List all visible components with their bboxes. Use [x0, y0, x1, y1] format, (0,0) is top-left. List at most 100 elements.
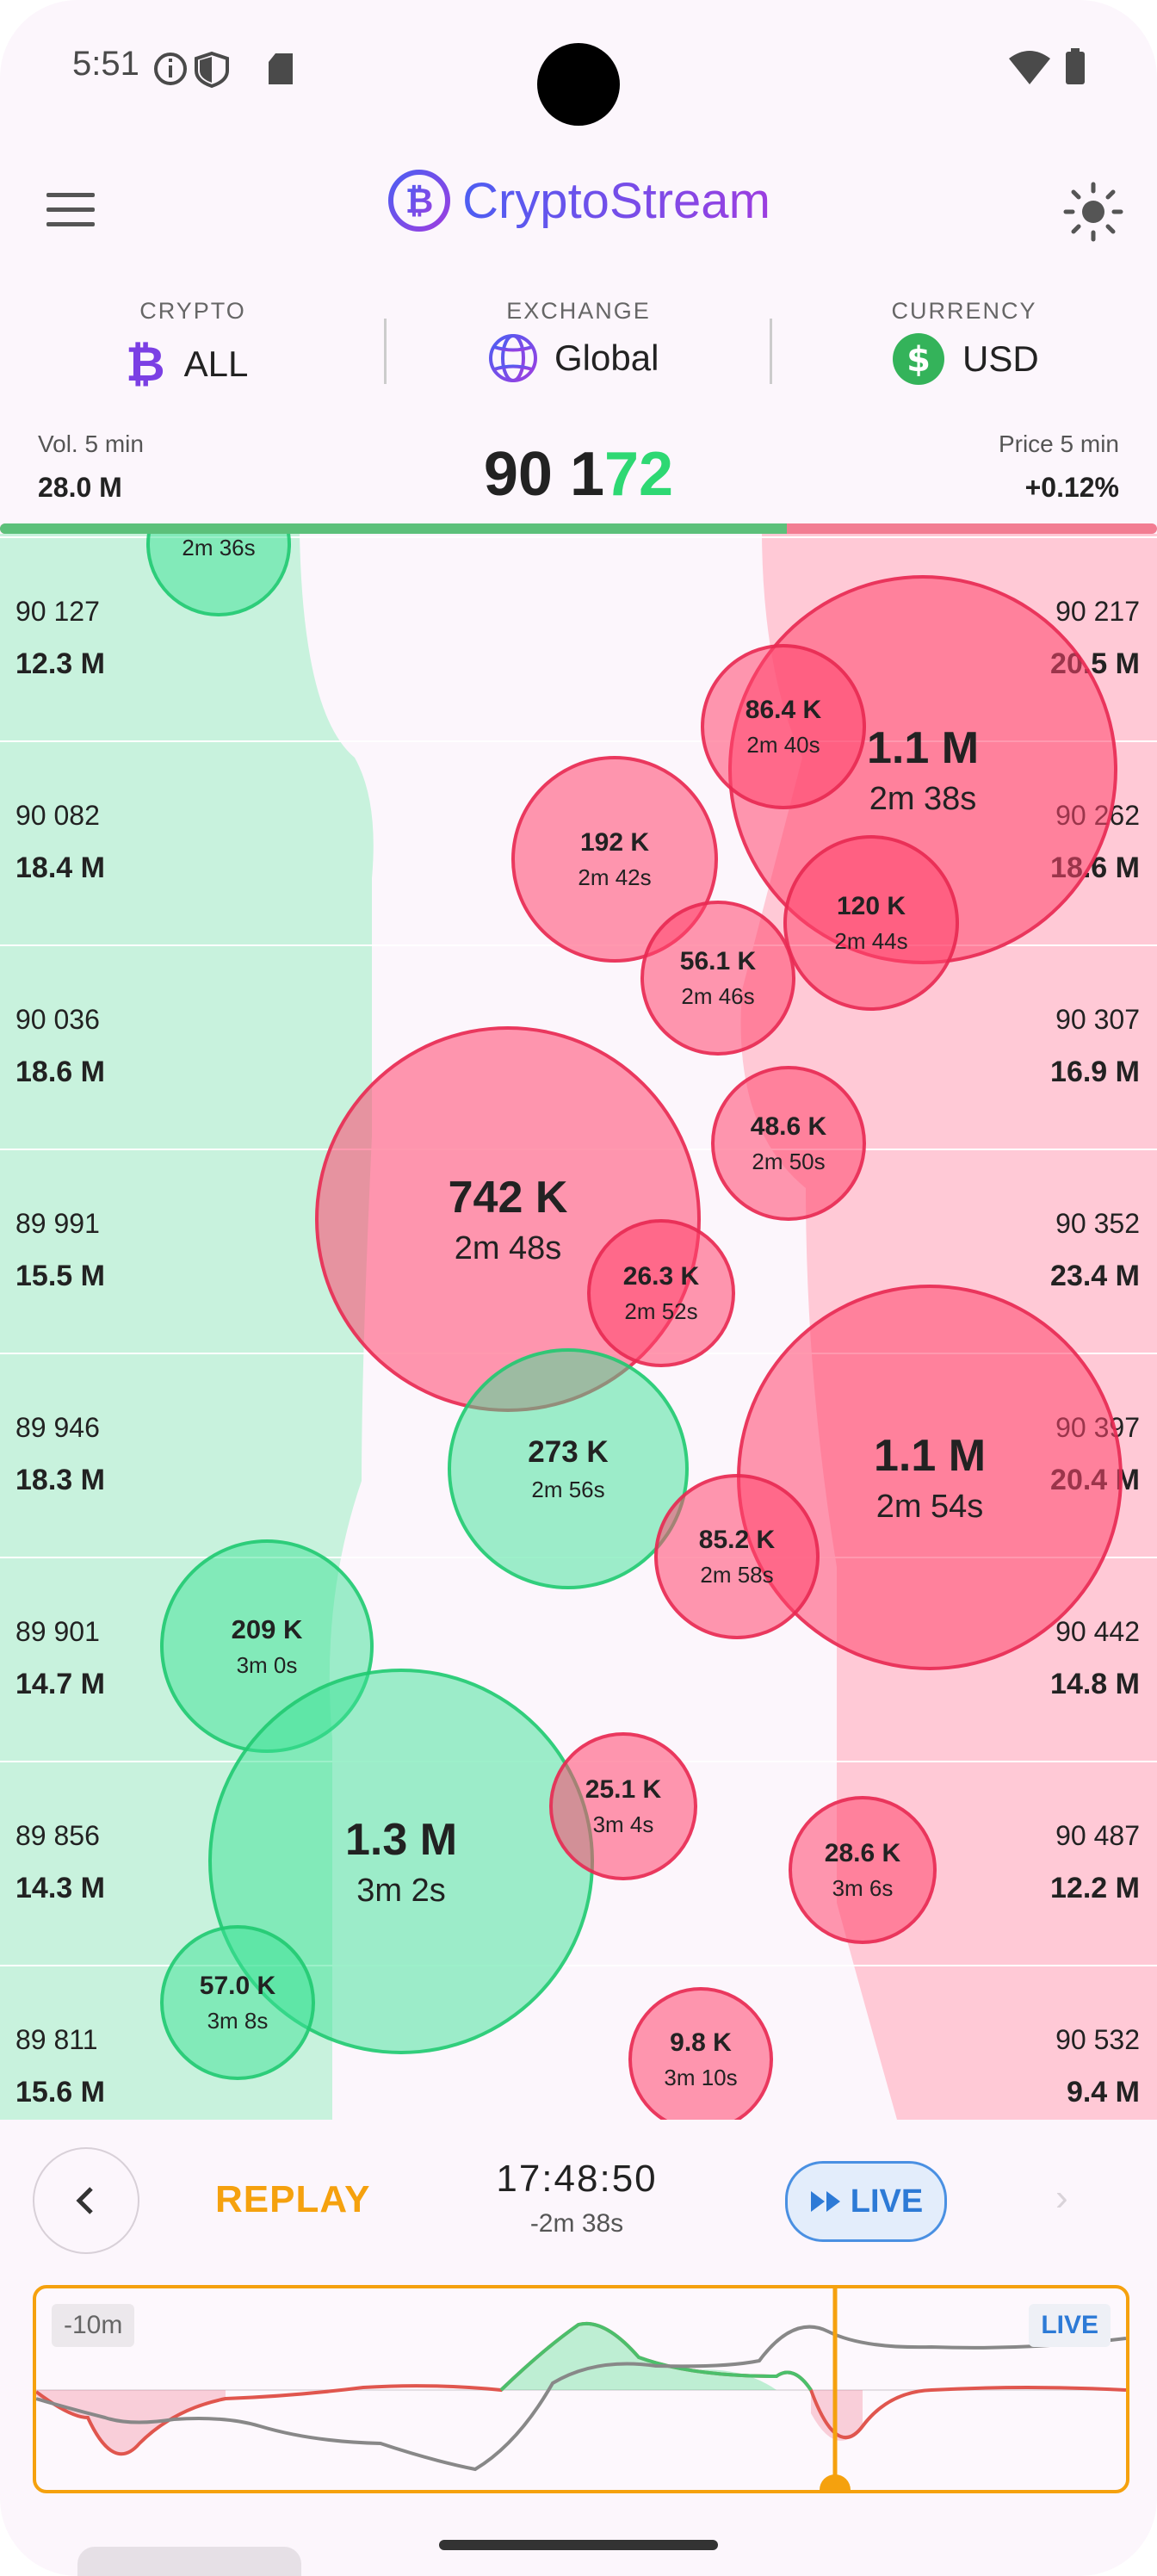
fast-forward-icon	[810, 2191, 840, 2212]
theme-sun-icon[interactable]	[1062, 181, 1124, 243]
currency-selector[interactable]: $ USD	[892, 332, 1039, 386]
ask-price: 90 307	[1055, 1004, 1140, 1035]
buy-trade-bubble[interactable]: 57.0 K 3m 8s	[160, 1925, 315, 2080]
sell-trade-bubble[interactable]: 28.6 K 3m 6s	[789, 1796, 937, 1944]
chevron-right-icon[interactable]: ›	[1055, 2177, 1068, 2219]
trade-size: 48.6 K	[750, 1112, 827, 1141]
trade-size: 742 K	[448, 1172, 568, 1223]
trade-size: 57.0 K	[199, 1971, 276, 2000]
trade-size: 85.2 K	[698, 1525, 776, 1554]
timeline-range-label: -10m	[52, 2304, 135, 2347]
dollar-icon: $	[893, 333, 944, 385]
trade-age: 2m 40s	[746, 731, 820, 758]
trade-age: 2m 36s	[182, 534, 256, 560]
bid-volume: 18.3 M	[15, 1464, 105, 1496]
ask-price: 90 487	[1055, 1820, 1140, 1851]
timeline-live-label: LIVE	[1029, 2304, 1111, 2347]
trade-age: 3m 0s	[236, 1651, 298, 1678]
trade-age: 2m 52s	[624, 1297, 698, 1324]
sell-trade-bubble[interactable]: 1.1 M 2m 54s	[737, 1285, 1123, 1670]
battery-icon	[1066, 52, 1085, 84]
sell-trade-bubble[interactable]: 86.4 K 2m 40s	[701, 644, 866, 809]
bid-volume: 14.7 M	[15, 1668, 105, 1700]
sell-trade-bubble[interactable]: 9.8 K 3m 10s	[628, 1987, 773, 2120]
trade-size: 209 K	[231, 1613, 303, 1644]
trade-age: 3m 2s	[356, 1872, 446, 1909]
trade-size: 273 K	[528, 1434, 609, 1469]
trade-age: 2m 48s	[454, 1229, 562, 1266]
back-button[interactable]	[33, 2147, 139, 2254]
trade-size: 25.1 K	[585, 1774, 662, 1804]
buy-trade-bubble[interactable]: 273 K 2m 56s	[448, 1348, 689, 1589]
trade-size: 120 K	[836, 891, 906, 920]
bitcoin-logo-icon: ₿	[388, 169, 451, 232]
trade-size: 1.1 M	[866, 722, 980, 773]
chevron-left-icon	[76, 2187, 93, 2214]
exchange-value: Global	[554, 337, 659, 378]
price-change-value: +0.12%	[1024, 472, 1119, 503]
bid-price: 90 036	[15, 1004, 100, 1035]
trade-age: 2m 46s	[681, 982, 755, 1009]
trade-age: 2m 56s	[531, 1476, 605, 1502]
trade-size: 28.6 K	[824, 1838, 901, 1867]
bid-volume: 18.6 M	[15, 1056, 105, 1088]
status-icons	[154, 51, 293, 88]
bid-price: 89 811	[15, 2024, 98, 2055]
wifi-icon	[1009, 51, 1050, 84]
ask-volume: 14.8 M	[1050, 1668, 1140, 1700]
price-change-label: Price 5 min	[998, 430, 1119, 457]
crypto-selector[interactable]: ₿ ALL	[126, 336, 248, 393]
trade-age: 3m 4s	[592, 1811, 654, 1837]
trade-size: 56.1 K	[679, 946, 757, 975]
ask-price: 90 217	[1055, 596, 1140, 627]
buy-sell-ratio-bar	[0, 523, 1157, 534]
status-time: 5:51	[72, 45, 139, 83]
exchange-label: EXCHANGE	[506, 298, 651, 324]
bid-volume: 15.5 M	[15, 1260, 105, 1292]
selector-divider	[770, 319, 772, 384]
camera-cutout	[537, 43, 620, 126]
trade-age: 3m 6s	[832, 1874, 894, 1901]
trade-age: 2m 58s	[700, 1561, 774, 1588]
sell-trade-bubble[interactable]: 25.1 K 3m 4s	[549, 1732, 697, 1880]
currency-value: USD	[962, 338, 1039, 379]
sell-trade-bubble[interactable]: 56.1 K 2m 46s	[640, 901, 795, 1056]
sell-trade-bubble[interactable]: 120 K 2m 44s	[783, 835, 959, 1011]
price-line-green	[499, 2321, 813, 2392]
trade-size: 86.4 K	[745, 695, 822, 724]
trade-size: 1.3 M	[344, 1814, 458, 1865]
trade-age: 2m 50s	[752, 1148, 826, 1174]
sell-trade-bubble[interactable]: 48.6 K 2m 50s	[711, 1066, 866, 1221]
trade-age: 2m 44s	[834, 927, 908, 954]
volume-line	[36, 2325, 1126, 2472]
svg-text:$: $	[906, 340, 931, 380]
live-button[interactable]: LIVE	[785, 2161, 947, 2242]
status-right-icons	[1009, 48, 1085, 84]
bid-price: 89 991	[15, 1208, 100, 1239]
bid-price: 89 856	[15, 1820, 100, 1851]
price-highlight: 72	[604, 440, 674, 509]
exchange-selector[interactable]: Global	[487, 332, 659, 384]
trade-age: 3m 8s	[207, 2007, 269, 2034]
bottom-tab-hint	[77, 2547, 301, 2576]
home-indicator[interactable]	[439, 2540, 718, 2550]
menu-icon[interactable]	[46, 193, 98, 227]
crypto-label: CRYPTO	[139, 298, 246, 324]
ask-volume: 12.2 M	[1050, 1872, 1140, 1904]
volume-label: Vol. 5 min	[38, 430, 144, 457]
replay-offset: -2m 38s	[529, 2209, 624, 2238]
bid-price: 90 082	[15, 800, 100, 831]
price-main: 90 1	[483, 440, 605, 509]
sell-trade-bubble[interactable]: 85.2 K 2m 58s	[654, 1474, 820, 1639]
bid-price: 89 901	[15, 1616, 100, 1647]
timeline-scrubber[interactable]: -10m LIVE	[33, 2285, 1129, 2493]
ask-price: 90 532	[1055, 2024, 1140, 2055]
bid-price: 89 946	[15, 1412, 100, 1443]
replay-time: 17:48:50	[496, 2158, 658, 2200]
sell-trade-bubble[interactable]: 26.3 K 2m 52s	[587, 1219, 735, 1367]
currency-label: CURRENCY	[891, 298, 1037, 324]
ask-price: 90 352	[1055, 1208, 1140, 1239]
order-book: 90 127 12.3 M 90 082 18.4 M 90 036 18.6 M 89 9…	[0, 534, 1157, 2120]
ask-volume: 16.9 M	[1050, 1056, 1140, 1088]
